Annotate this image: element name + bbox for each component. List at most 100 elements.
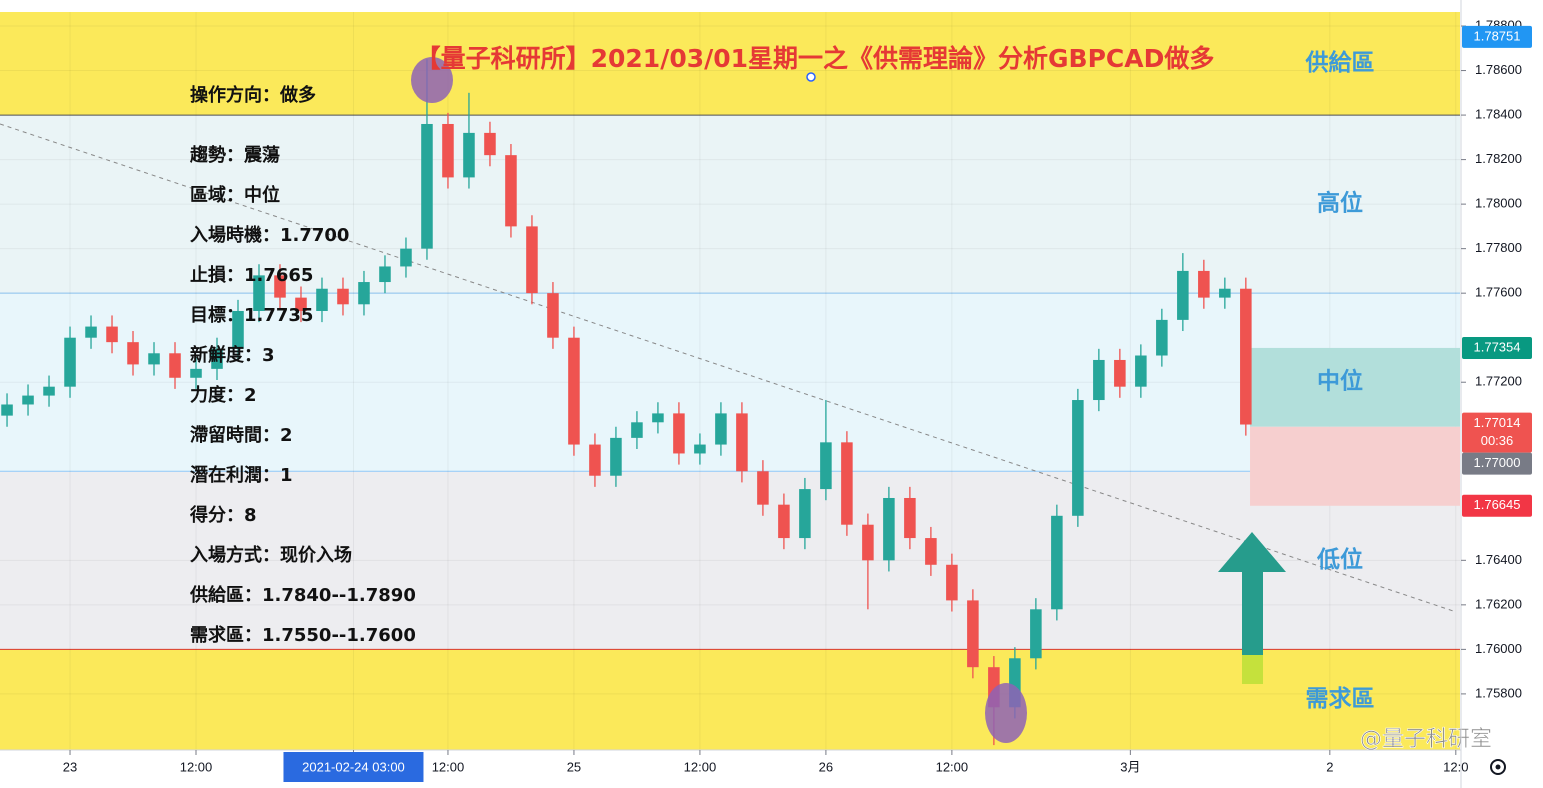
zone-label: 供給區 <box>1305 49 1375 76</box>
price-badge-label: 1.76645 <box>1474 497 1521 512</box>
price-badge <box>1462 412 1532 453</box>
candle-body <box>400 248 412 267</box>
zone-label: 需求區 <box>1306 686 1375 712</box>
y-tick-label: 1.76400 <box>1475 552 1522 567</box>
candle-body <box>190 368 202 378</box>
candle-body <box>631 422 643 438</box>
candle-body <box>169 353 181 378</box>
candle-body <box>1114 359 1126 387</box>
note: 供給區：1.7840--1.7890 <box>189 584 416 606</box>
note: 得分：8 <box>189 504 257 526</box>
price-badge <box>1462 452 1532 475</box>
note: 滯留時間：2 <box>190 424 293 446</box>
candle-body <box>1093 359 1105 401</box>
gear-center[interactable] <box>1495 764 1501 770</box>
note: 止損：1.7665 <box>190 264 313 286</box>
zone <box>0 12 1460 116</box>
x-tick-label: 12:00 <box>432 759 465 774</box>
note: 新鮮度：3 <box>190 344 275 366</box>
marker-ellipse <box>985 683 1027 743</box>
candle-body <box>778 504 790 539</box>
candle-body <box>211 348 223 369</box>
candle-body <box>610 437 622 476</box>
x-tick-label: 23 <box>63 759 77 774</box>
chart-title: 【量子科研所】2021/03/01星期一之《供需理論》分析GBPCAD做多 <box>416 44 1215 73</box>
y-tick-label: 1.76200 <box>1475 596 1522 611</box>
candle-body <box>442 123 454 178</box>
candle-body <box>694 444 706 454</box>
zone <box>0 115 1460 294</box>
candle-body <box>316 288 328 311</box>
y-tick-label: 1.78600 <box>1475 62 1522 77</box>
candle-body <box>379 266 391 283</box>
arrow-base <box>1242 652 1263 684</box>
price-badge-countdown: 00:36 <box>1481 433 1514 448</box>
price-badge-label: 1.78751 <box>1474 28 1521 43</box>
zone-label: 中位 <box>1317 368 1363 395</box>
y-tick-label: 1.76000 <box>1475 641 1522 656</box>
gear[interactable] <box>1490 759 1506 775</box>
price-badge <box>1462 494 1532 517</box>
candle-body <box>148 353 160 365</box>
y-tick-label: 1.77200 <box>1475 374 1522 389</box>
note: 趨勢：震蕩 <box>189 144 280 166</box>
candle-body <box>589 444 601 476</box>
settings-icon[interactable] <box>1490 759 1506 775</box>
x-tick-label: 3月 <box>1120 759 1140 774</box>
candle-body <box>22 395 34 405</box>
candle-body <box>1009 658 1021 708</box>
price-badge <box>1462 336 1532 359</box>
x-tick-label: 12:00 <box>180 759 213 774</box>
candle-body <box>43 386 55 396</box>
candle-body <box>232 310 244 349</box>
candle-body <box>505 155 517 227</box>
x-tick-highlight <box>283 752 424 782</box>
overlay: 【量子科研所】2021/03/01星期一之《供需理論》分析GBPCAD做多 供給區… <box>189 44 1492 752</box>
x-tick-label: 12:00 <box>936 759 969 774</box>
candle-body <box>358 282 370 305</box>
candle-body <box>652 413 664 423</box>
y-tick-label: 1.77800 <box>1475 240 1522 255</box>
candle-body <box>1051 515 1063 610</box>
zone <box>0 649 1460 750</box>
price-badge-label: 1.77000 <box>1474 455 1521 470</box>
candle-body <box>337 288 349 305</box>
arrow <box>1218 532 1286 655</box>
candle-body <box>1 404 13 416</box>
x-tick-label: 2021-02-24 03:00 <box>302 759 405 774</box>
x-tick-label: 26 <box>819 759 833 774</box>
candle-body <box>673 413 685 454</box>
price-badge <box>1462 25 1532 48</box>
candle-body <box>484 132 496 156</box>
note: 入場時機：1.7700 <box>190 224 349 246</box>
candle-body <box>1240 288 1252 425</box>
candle-body <box>106 326 118 343</box>
candle-body <box>946 564 958 601</box>
candle-body <box>988 667 1000 708</box>
candle-body <box>1177 270 1189 320</box>
candle-body <box>967 600 979 668</box>
y-tick-label: 1.77600 <box>1475 285 1522 300</box>
price-badge-label: 1.77014 <box>1474 415 1521 430</box>
candle-body <box>715 413 727 445</box>
candle-body <box>883 497 895 561</box>
candle-body <box>799 489 811 539</box>
candle-body <box>1135 355 1147 387</box>
candle-body <box>862 524 874 561</box>
candle-body <box>1219 288 1231 298</box>
candle-body <box>253 275 265 311</box>
note: 需求區：1.7550--1.7600 <box>190 624 416 646</box>
candle-body <box>421 123 433 249</box>
note: 操作方向：做多 <box>190 84 316 106</box>
x-tick-label: 2 <box>1326 759 1333 774</box>
note: 目標：1.7735 <box>190 304 313 326</box>
note: 潛在利潤：1 <box>190 464 293 486</box>
candle-body <box>1198 270 1210 298</box>
marker-ellipse <box>411 57 453 103</box>
candle-body <box>925 538 937 565</box>
candle-body <box>757 471 769 505</box>
x-tick-label: 12:00 <box>684 759 717 774</box>
price-badge-label: 1.77354 <box>1474 339 1521 354</box>
x-tick-label: 25 <box>567 759 581 774</box>
